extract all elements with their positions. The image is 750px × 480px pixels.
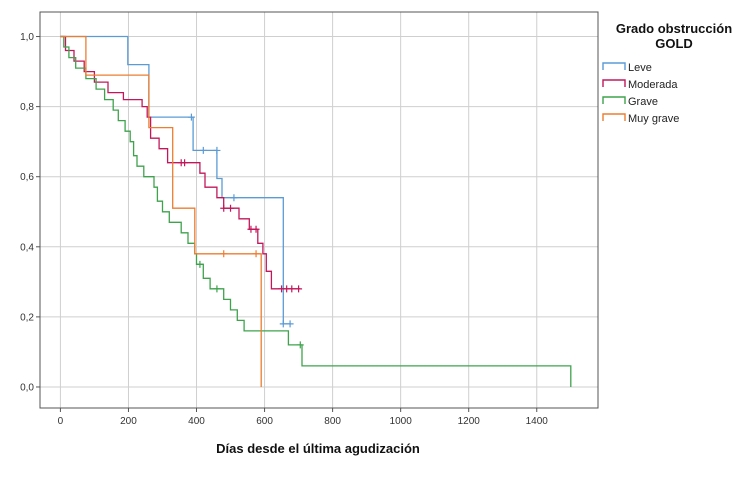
legend-title-line2: GOLD: [655, 36, 693, 51]
censor-mark-grave: [213, 285, 221, 293]
legend-label-grave: Grave: [628, 96, 658, 108]
censor-mark-moderada: [252, 225, 260, 233]
x-tick-label: 1200: [458, 416, 481, 427]
x-tick-label: 600: [256, 416, 273, 427]
x-tick-label: 800: [324, 416, 341, 427]
y-tick-label: 1,0: [20, 32, 34, 43]
censor-mark-moderada: [181, 159, 189, 167]
series-leve: [60, 35, 294, 328]
x-axis-title: Días desde el última agudización: [216, 441, 420, 456]
censor-mark-moderada: [220, 204, 228, 212]
censor-mark-grave: [196, 260, 204, 268]
legend-swatch-leve: [602, 62, 626, 70]
censor-mark-moderada: [295, 285, 303, 293]
y-tick-label: 0,4: [20, 242, 34, 253]
series-line-moderada: [60, 35, 301, 290]
censor-mark-muy-grave: [220, 250, 228, 258]
series-layer: [60, 35, 572, 387]
censor-mark-moderada: [227, 204, 235, 212]
axis-ticks: 0 200 400 600 800 1000 1200 1400 0,0 0,2 0,4 0,6 0,8…: [20, 32, 548, 427]
censor-mark-leve: [187, 113, 195, 121]
x-tick-label: 400: [188, 416, 205, 427]
x-tick-label: 1400: [526, 416, 549, 427]
censor-mark-moderada: [288, 285, 296, 293]
censor-mark-leve: [230, 194, 238, 202]
x-tick-label: 0: [58, 416, 64, 427]
legend-label-moderada: Moderada: [628, 79, 678, 91]
legend-label-muy-grave: Muy grave: [628, 113, 679, 125]
grid-lines: [40, 12, 598, 408]
series-moderada: [60, 35, 303, 293]
x-tick-label: 200: [120, 416, 137, 427]
x-tick-label: 1000: [390, 416, 413, 427]
plot-area-frame: [39, 11, 599, 409]
censor-mark-leve: [213, 146, 221, 154]
legend-items: Leve Moderada Grave Muy grave: [602, 62, 679, 125]
series-line-muy-grave: [60, 35, 262, 387]
legend-swatch-grave: [602, 96, 626, 104]
censor-mark-grave: [296, 341, 304, 349]
series-grave: [60, 35, 572, 387]
series-line-grave: [60, 35, 572, 387]
legend-label-leve: Leve: [628, 62, 652, 74]
legend: Grado obstrucción GOLD Leve Moderada Grave…: [602, 21, 732, 125]
series-muy-grave: [60, 35, 262, 387]
censor-mark-leve: [279, 320, 287, 328]
legend-swatch-moderada: [602, 79, 626, 87]
censor-mark-muy-grave: [252, 250, 260, 258]
y-tick-label: 0,2: [20, 312, 34, 323]
censor-mark-leve: [199, 146, 207, 154]
legend-swatch-muy-grave: [602, 113, 626, 121]
censor-mark-leve: [286, 320, 294, 328]
y-tick-label: 0,8: [20, 102, 34, 113]
legend-title-line1: Grado obstrucción: [616, 21, 732, 36]
y-tick-label: 0,6: [20, 172, 34, 183]
y-tick-label: 0,0: [20, 382, 34, 393]
